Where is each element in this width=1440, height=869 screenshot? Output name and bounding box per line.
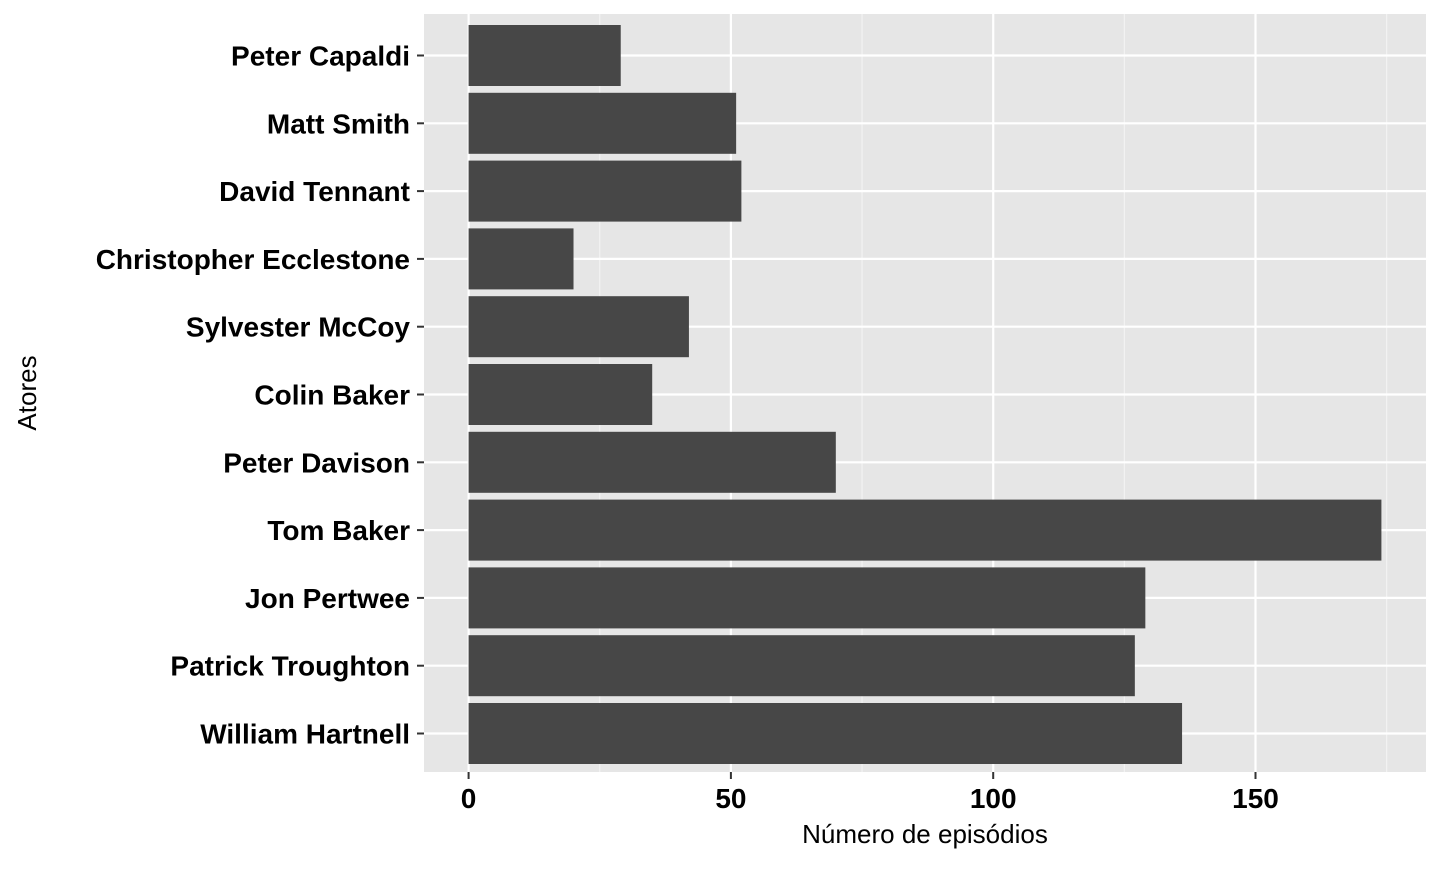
y-tick-label: Christopher Ecclestone bbox=[96, 244, 410, 275]
bar bbox=[468, 364, 653, 425]
x-tick-label: 50 bbox=[715, 783, 746, 814]
y-tick-label: Jon Pertwee bbox=[245, 583, 410, 614]
y-tick-label: Matt Smith bbox=[267, 108, 410, 139]
y-axis: Peter Capaldi Matt Smith David Tennant Chri… bbox=[96, 41, 424, 750]
y-tick-label: Peter Capaldi bbox=[231, 41, 410, 72]
y-tick-label: Colin Baker bbox=[254, 380, 410, 411]
x-tick-label: 100 bbox=[970, 783, 1017, 814]
y-tick-label: Sylvester McCoy bbox=[186, 312, 411, 343]
x-tick-label: 150 bbox=[1232, 783, 1279, 814]
bar bbox=[468, 499, 1382, 561]
y-tick-label: William Hartnell bbox=[200, 719, 410, 750]
x-axis-title: Número de episódios bbox=[802, 819, 1048, 849]
y-tick-label: Patrick Troughton bbox=[170, 651, 410, 682]
bars bbox=[468, 25, 1382, 764]
y-tick-label: Peter Davison bbox=[223, 447, 410, 478]
bar bbox=[468, 160, 742, 222]
bar bbox=[468, 431, 836, 493]
bar bbox=[468, 92, 737, 154]
bar bbox=[468, 296, 689, 358]
y-tick-label: Tom Baker bbox=[267, 515, 410, 546]
bar bbox=[468, 228, 574, 290]
y-tick-label: David Tennant bbox=[219, 176, 410, 207]
bar bbox=[468, 635, 1135, 697]
x-tick-label: 0 bbox=[461, 783, 477, 814]
bar bbox=[468, 703, 1183, 764]
bar bbox=[468, 567, 1146, 629]
bar bbox=[468, 25, 621, 86]
y-axis-title: Atores bbox=[12, 355, 42, 430]
x-axis: 0 50 100 150 bbox=[461, 772, 1279, 814]
